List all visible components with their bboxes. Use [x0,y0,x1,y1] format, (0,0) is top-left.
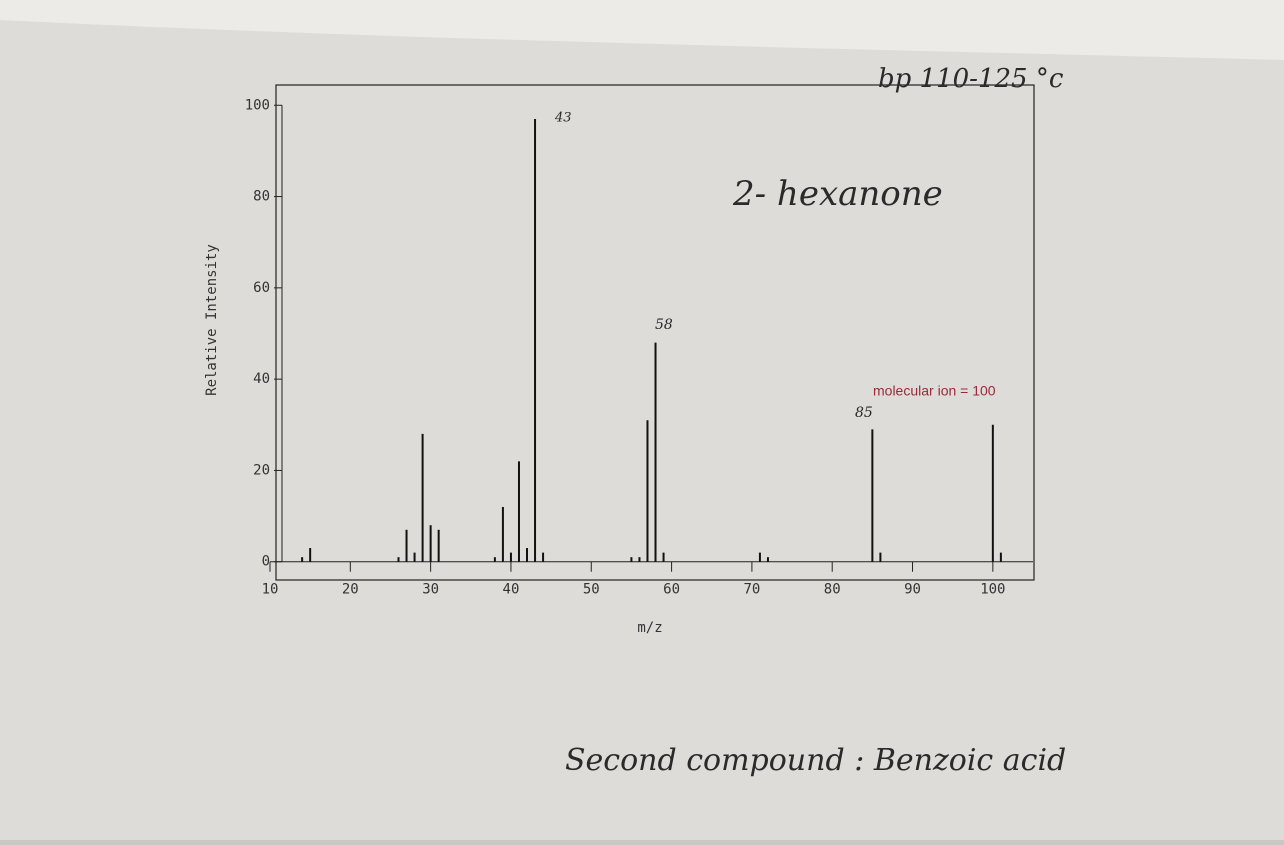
x-tick-label: 20 [342,582,359,598]
annotation: 58 [655,317,673,333]
x-tick-label: 50 [583,582,600,598]
paper-top [0,0,1284,60]
x-tick-label: 70 [743,582,760,598]
annotation: Second compound : Benzoic acid [565,743,1066,778]
x-tick-label: 10 [262,582,279,598]
x-tick-label: 80 [824,582,841,598]
x-axis-label: m/z [637,620,662,636]
x-tick-label: 30 [422,582,439,598]
annotation: 2- hexanone [732,174,943,214]
y-tick-label: 40 [253,371,270,387]
x-tick-label: 40 [503,582,520,598]
y-tick-label: 100 [245,97,270,113]
annotation: 85 [855,405,873,421]
y-tick-label: 0 [262,554,270,570]
plot-frame [275,84,1035,581]
annotation: molecular ion = 100 [873,383,996,399]
annotation: bp 110-125 °c [878,64,1064,94]
x-tick-label: 100 [980,582,1005,598]
y-axis-label: Relative Intensity [204,244,220,396]
y-tick-label: 20 [253,462,270,478]
annotation: 43 [554,111,572,126]
y-tick-label: 80 [253,189,270,205]
x-tick-label: 60 [663,582,680,598]
y-tick-label: 60 [253,280,270,296]
x-tick-label: 90 [904,582,921,598]
